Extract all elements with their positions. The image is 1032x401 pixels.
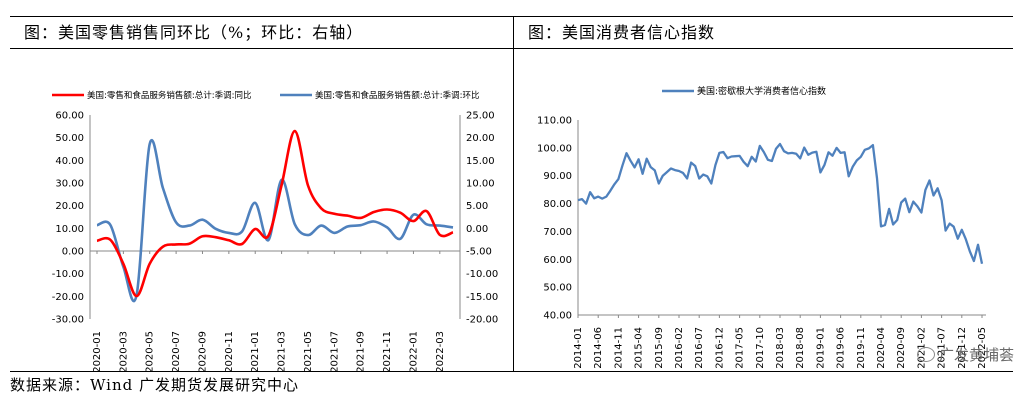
left-y-tick-label: 30.00	[55, 179, 84, 190]
x-tick-label: 2021-11	[382, 331, 393, 371]
yoy-series-line	[96, 129, 454, 298]
x-tick-label: 2019-11	[856, 327, 867, 369]
x-tick-label: 2020-04	[876, 327, 887, 369]
left-y-tick-label: 60.00	[55, 111, 84, 122]
sentiment-series-line	[577, 142, 984, 264]
x-tick-label: 2015-09	[654, 327, 665, 369]
consumer-confidence-chart: 110.00 100.00 90.00 80.00 70.00 60.00 50.00 40.…	[537, 85, 988, 369]
wechat-icon	[916, 347, 935, 362]
retail-sales-chart: 60.00 50.00 40.00 30.00 20.00 10.00 0.00 -10.00…	[52, 90, 499, 371]
right-y-tick-label: 5.00	[466, 201, 488, 212]
watermark: 广发黄埔荟	[916, 344, 1014, 365]
x-tick-label: 2014-06	[593, 327, 604, 369]
x-tick-label: 2022-05	[977, 327, 988, 369]
y-tick-label: 90.00	[543, 171, 572, 182]
x-tick-label: 2019-01	[815, 327, 826, 369]
x-tick-label: 2018-03	[775, 327, 786, 369]
y-tick-label: 40.00	[543, 311, 572, 322]
x-tick-label: 2020-09	[197, 331, 208, 371]
right-chart-title: 图：美国消费者信心指数	[514, 17, 1013, 49]
right-chart-panel: 图：美国消费者信心指数 110.00 100.00 90.00 80.00 70.00 6…	[513, 16, 1013, 372]
watermark-text: 广发黄埔荟	[938, 346, 1014, 364]
x-tick-label: 2021-12	[957, 327, 968, 369]
left-chart-panel: 图：美国零售销售同环比（%；环比：右轴） 60.00 50.00 40.00 30.0…	[10, 16, 513, 372]
x-tick-label: 2020-01	[92, 331, 103, 371]
x-tick-label: 2021-07	[937, 327, 948, 369]
x-tick-label: 2019-06	[836, 327, 847, 369]
left-y-tick-label: 20.00	[55, 201, 84, 212]
x-tick-label: 2016-07	[694, 327, 705, 369]
x-tick-label: 2021-03	[277, 331, 288, 371]
x-tick-label: 2016-12	[714, 327, 725, 369]
y-tick-label: 60.00	[543, 255, 572, 266]
right-y-tick-label: 25.00	[466, 111, 495, 122]
right-y-tick-label: 0.00	[466, 224, 488, 235]
x-tick-label: 2021-09	[356, 331, 367, 371]
sentiment-legend-label: 美国:密歇根大学消费者信心指数	[697, 85, 826, 97]
x-tick-label: 2021-07	[329, 331, 340, 371]
x-tick-label: 2020-11	[224, 331, 235, 371]
x-tick-label: 2021-01	[250, 331, 261, 371]
x-tick-label: 2018-08	[795, 327, 806, 369]
x-tick-label: 2016-02	[674, 327, 685, 369]
data-source-note: 数据来源：Wind 广发期货发展研究中心	[10, 376, 299, 394]
y-tick-label: 80.00	[543, 199, 572, 210]
left-y-tick-label: 10.00	[55, 224, 84, 235]
right-y-tick-label: -5.00	[466, 247, 492, 258]
x-tick-label: 2022-03	[435, 331, 446, 371]
x-tick-label: 2020-07	[171, 331, 182, 371]
x-tick-label: 2017-10	[755, 327, 766, 369]
right-y-tick-label: -15.00	[466, 292, 498, 303]
mom-series-line	[96, 139, 454, 303]
left-y-tick-label: 0.00	[62, 247, 84, 258]
y-tick-label: 110.00	[537, 116, 572, 127]
right-y-tick-label: -10.00	[466, 269, 498, 280]
left-y-tick-label: -20.00	[52, 292, 84, 303]
right-y-tick-label: -20.00	[466, 315, 498, 326]
left-y-tick-label: -30.00	[52, 315, 84, 326]
x-tick-label: 2015-04	[634, 327, 645, 369]
left-chart-title: 图：美国零售销售同环比（%；环比：右轴）	[10, 17, 513, 49]
right-y-tick-label: 20.00	[466, 133, 495, 144]
x-tick-label: 2021-05	[303, 331, 314, 371]
x-tick-label: 2022-01	[408, 331, 419, 371]
x-tick-label: 2020-03	[118, 331, 129, 371]
y-tick-label: 50.00	[543, 283, 572, 294]
mom-legend-label: 美国:零售和食品服务销售额:总计:季调:环比	[315, 90, 479, 101]
right-y-tick-label: 15.00	[466, 156, 495, 167]
y-tick-label: 100.00	[537, 143, 572, 154]
left-y-tick-label: 50.00	[55, 133, 84, 144]
left-y-tick-label: 40.00	[55, 156, 84, 167]
x-tick-label: 2017-05	[735, 327, 746, 369]
left-y-tick-label: -10.00	[52, 269, 84, 280]
x-tick-label: 2020-05	[145, 331, 156, 371]
right-y-tick-label: 10.00	[466, 179, 495, 190]
x-tick-label: 2020-09	[896, 327, 907, 369]
x-tick-label: 2014-01	[573, 327, 584, 369]
x-tick-label: 2014-11	[613, 327, 624, 369]
y-tick-label: 70.00	[543, 227, 572, 238]
yoy-legend-label: 美国:零售和食品服务销售额:总计:季调:同比	[87, 90, 251, 101]
